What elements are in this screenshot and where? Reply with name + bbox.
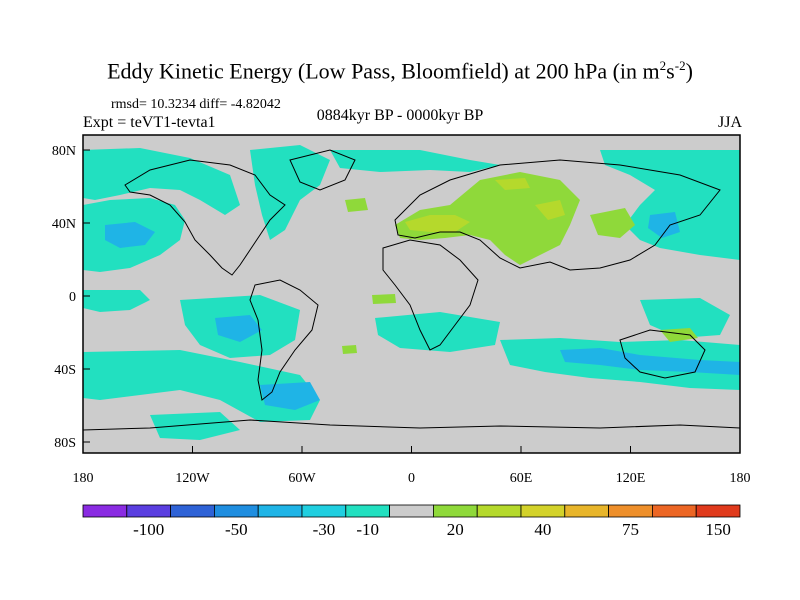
lon-tick-label: 120W (175, 471, 210, 486)
map-title: Eddy Kinetic Energy (Low Pass, Bloomfiel… (107, 58, 693, 84)
neg-region-southwest-pacific (640, 298, 730, 338)
neg-region-australia-core (560, 348, 740, 375)
neg-region-southern-band (83, 350, 320, 422)
lon-tick-label: 120E (616, 471, 646, 486)
colorbar (82, 504, 741, 518)
colorbar-label: 40 (534, 520, 551, 539)
colorbar-label: 20 (447, 520, 464, 539)
colorbar-label: 150 (705, 520, 731, 539)
colorbar-swatch (389, 504, 434, 518)
lat-axis-labels: 80N 40N 0 40S 80S (52, 144, 76, 451)
lat-tick-label: 80S (54, 436, 76, 451)
coast-south-america (249, 279, 319, 401)
field-contours (83, 145, 740, 440)
colorbar-label: -50 (225, 520, 248, 539)
coastlines (83, 149, 740, 431)
colorbar-swatch (695, 504, 741, 518)
lon-tick-label: 180 (730, 471, 751, 486)
lat-tick-label: 80N (52, 144, 76, 159)
neg-region-north-pacific-core (105, 222, 155, 248)
pos-region-east-pacific (660, 328, 698, 342)
neg-region-arctic (330, 150, 500, 172)
colorbar-label: -30 (313, 520, 336, 539)
lon-tick-label: 180 (73, 471, 94, 486)
coast-greenland (289, 149, 356, 191)
pos-region-siberia-core (495, 178, 530, 190)
pos-region-atlantic-small (345, 198, 368, 212)
colorbar-swatch (82, 504, 128, 518)
pos-region-west-pacific (590, 208, 635, 238)
colorbar-labels: -100 -50 -30 -10 20 40 75 150 (133, 520, 731, 539)
neg-region-south-pacific-core (215, 315, 262, 342)
stats-text: rmsd= 10.3234 diff= -4.82042 (111, 97, 281, 112)
neg-region-arctic-pacific (83, 148, 240, 215)
experiment-label: Expt = teVT1-tevta1 (83, 114, 216, 131)
neg-region-north-atlantic (250, 145, 330, 240)
neg-region-antarctic-west (150, 412, 240, 440)
coast-north-america (124, 159, 286, 276)
colorbar-label: -10 (356, 520, 379, 539)
neg-region-southern-core (260, 382, 320, 410)
lat-tick-label: 40N (52, 217, 76, 232)
lon-tick-label: 60E (510, 471, 533, 486)
lon-tick-label: 60W (288, 471, 316, 486)
neg-region-south-atlantic (375, 312, 500, 352)
lon-tick-label: 0 (408, 471, 415, 486)
period-label: 0884kyr BP - 0000kyr BP (316, 107, 484, 124)
colorbar-swatch (257, 504, 303, 518)
neg-region-east-asia-core (648, 212, 680, 238)
colorbar-swatch (652, 504, 697, 518)
colorbar-swatch (170, 504, 215, 518)
tick-marks (82, 149, 741, 453)
coast-eurasia (394, 159, 721, 271)
colorbar-swatch (564, 504, 609, 518)
pos-region-south-atlantic-small (342, 345, 357, 354)
pos-region-equator-africa (372, 294, 396, 304)
neg-region-equator-west (83, 290, 150, 312)
lon-axis-labels: 180 120W 60W 0 60E 120E 180 (73, 471, 751, 486)
colorbar-swatch (126, 504, 172, 518)
pos-region-eurasia-core (405, 215, 470, 232)
coast-africa (382, 239, 479, 351)
colorbar-swatch (213, 504, 259, 518)
season-label: JJA (717, 114, 742, 131)
coast-antarctica (83, 419, 740, 431)
coast-australia (619, 329, 706, 379)
colorbar-swatch (432, 504, 478, 518)
colorbar-swatch (476, 504, 522, 518)
lat-tick-label: 0 (69, 290, 76, 305)
colorbar-swatch (520, 504, 566, 518)
neg-region-east-asia (600, 150, 740, 260)
colorbar-swatch (608, 504, 653, 518)
colorbar-swatch (345, 504, 390, 518)
lat-tick-label: 40S (54, 363, 76, 378)
colorbar-label: -100 (133, 520, 164, 539)
colorbar-label: 75 (622, 520, 639, 539)
colorbar-swatch (301, 504, 347, 518)
pos-region-eurasia (395, 172, 580, 265)
pos-region-central-asia-core (535, 200, 565, 220)
